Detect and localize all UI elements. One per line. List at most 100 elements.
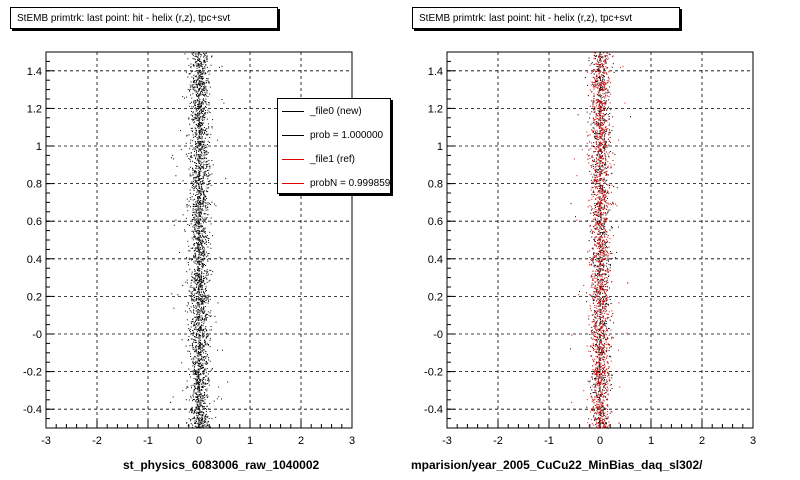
scatter-point — [600, 160, 602, 162]
scatter-point — [605, 265, 607, 267]
scatter-point — [197, 381, 199, 383]
scatter-point — [184, 310, 186, 312]
scatter-point — [200, 74, 202, 76]
scatter-point — [603, 187, 605, 188]
scatter-point — [196, 411, 198, 413]
scatter-point — [198, 94, 200, 96]
scatter-point — [196, 247, 198, 249]
scatter-point — [607, 146, 609, 148]
scatter-point — [197, 330, 199, 332]
scatter-point — [197, 202, 199, 204]
scatter-point — [203, 377, 205, 378]
scatter-point — [201, 193, 202, 195]
scatter-point — [198, 224, 200, 226]
scatter-point — [598, 412, 600, 413]
scatter-point — [184, 53, 186, 55]
scatter-point — [599, 345, 601, 347]
scatter-point — [198, 178, 200, 180]
scatter-point — [191, 97, 193, 99]
scatter-point — [197, 257, 199, 259]
scatter-point — [608, 99, 610, 101]
scatter-point — [196, 95, 197, 97]
scatter-point — [202, 371, 204, 373]
scatter-point — [194, 418, 196, 420]
scatter-point — [600, 348, 602, 350]
scatter-point — [197, 415, 199, 417]
scatter-point — [602, 71, 604, 73]
scatter-point — [600, 137, 602, 139]
scatter-point — [599, 398, 601, 400]
scatter-point — [600, 239, 602, 241]
scatter-point — [192, 318, 193, 320]
scatter-point — [593, 331, 595, 332]
scatter-point — [599, 202, 601, 204]
scatter-point — [192, 168, 194, 170]
scatter-point — [204, 342, 206, 344]
scatter-point — [194, 198, 196, 200]
scatter-point — [205, 98, 207, 100]
scatter-point — [196, 245, 198, 247]
scatter-point — [202, 82, 204, 83]
scatter-point — [209, 403, 211, 405]
scatter-point — [602, 169, 604, 171]
scatter-point — [209, 360, 211, 362]
scatter-point — [594, 183, 596, 185]
scatter-point — [200, 204, 202, 206]
scatter-point — [593, 265, 595, 267]
scatter-point — [595, 103, 597, 105]
scatter-point — [601, 383, 603, 385]
scatter-point — [608, 79, 610, 81]
scatter-point — [199, 409, 201, 411]
scatter-point — [600, 168, 602, 170]
scatter-point — [199, 74, 200, 76]
scatter-point — [204, 316, 206, 318]
scatter-point — [217, 302, 219, 304]
scatter-point — [203, 143, 205, 145]
scatter-point — [197, 193, 199, 195]
scatter-point — [193, 74, 195, 76]
scatter-point — [604, 189, 606, 191]
scatter-point — [196, 215, 198, 217]
scatter-point — [608, 317, 610, 319]
scatter-point — [626, 332, 628, 334]
scatter-point — [201, 296, 203, 297]
scatter-point — [593, 373, 595, 375]
scatter-point — [598, 347, 600, 349]
scatter-point — [604, 427, 606, 429]
scatter-point — [191, 110, 192, 112]
scatter-point — [200, 198, 202, 200]
scatter-point — [221, 65, 223, 67]
scatter-point — [600, 232, 602, 233]
scatter-point — [187, 224, 189, 225]
scatter-point — [203, 419, 205, 421]
scatter-point — [205, 235, 207, 237]
scatter-point — [204, 276, 206, 278]
scatter-point — [604, 167, 606, 169]
scatter-point — [600, 122, 602, 124]
scatter-point — [608, 86, 610, 88]
scatter-point — [199, 406, 201, 408]
scatter-point — [200, 122, 202, 124]
scatter-point — [199, 279, 201, 281]
scatter-point — [199, 378, 201, 380]
scatter-point — [203, 312, 205, 314]
scatter-point — [597, 87, 599, 89]
scatter-point — [197, 351, 199, 352]
scatter-point — [600, 210, 602, 211]
scatter-point — [604, 235, 606, 237]
scatter-point — [600, 327, 602, 329]
scatter-point — [190, 223, 192, 225]
scatter-point — [197, 139, 199, 141]
scatter-point — [598, 343, 600, 345]
scatter-point — [588, 418, 590, 420]
scatter-point — [202, 209, 204, 211]
scatter-point — [200, 358, 201, 360]
scatter-point — [201, 75, 203, 77]
scatter-point — [199, 194, 201, 196]
scatter-point — [591, 423, 593, 425]
scatter-point — [196, 284, 198, 286]
scatter-point — [597, 137, 599, 138]
scatter-point — [193, 256, 194, 258]
scatter-point — [607, 128, 609, 130]
scatter-point — [204, 72, 206, 74]
